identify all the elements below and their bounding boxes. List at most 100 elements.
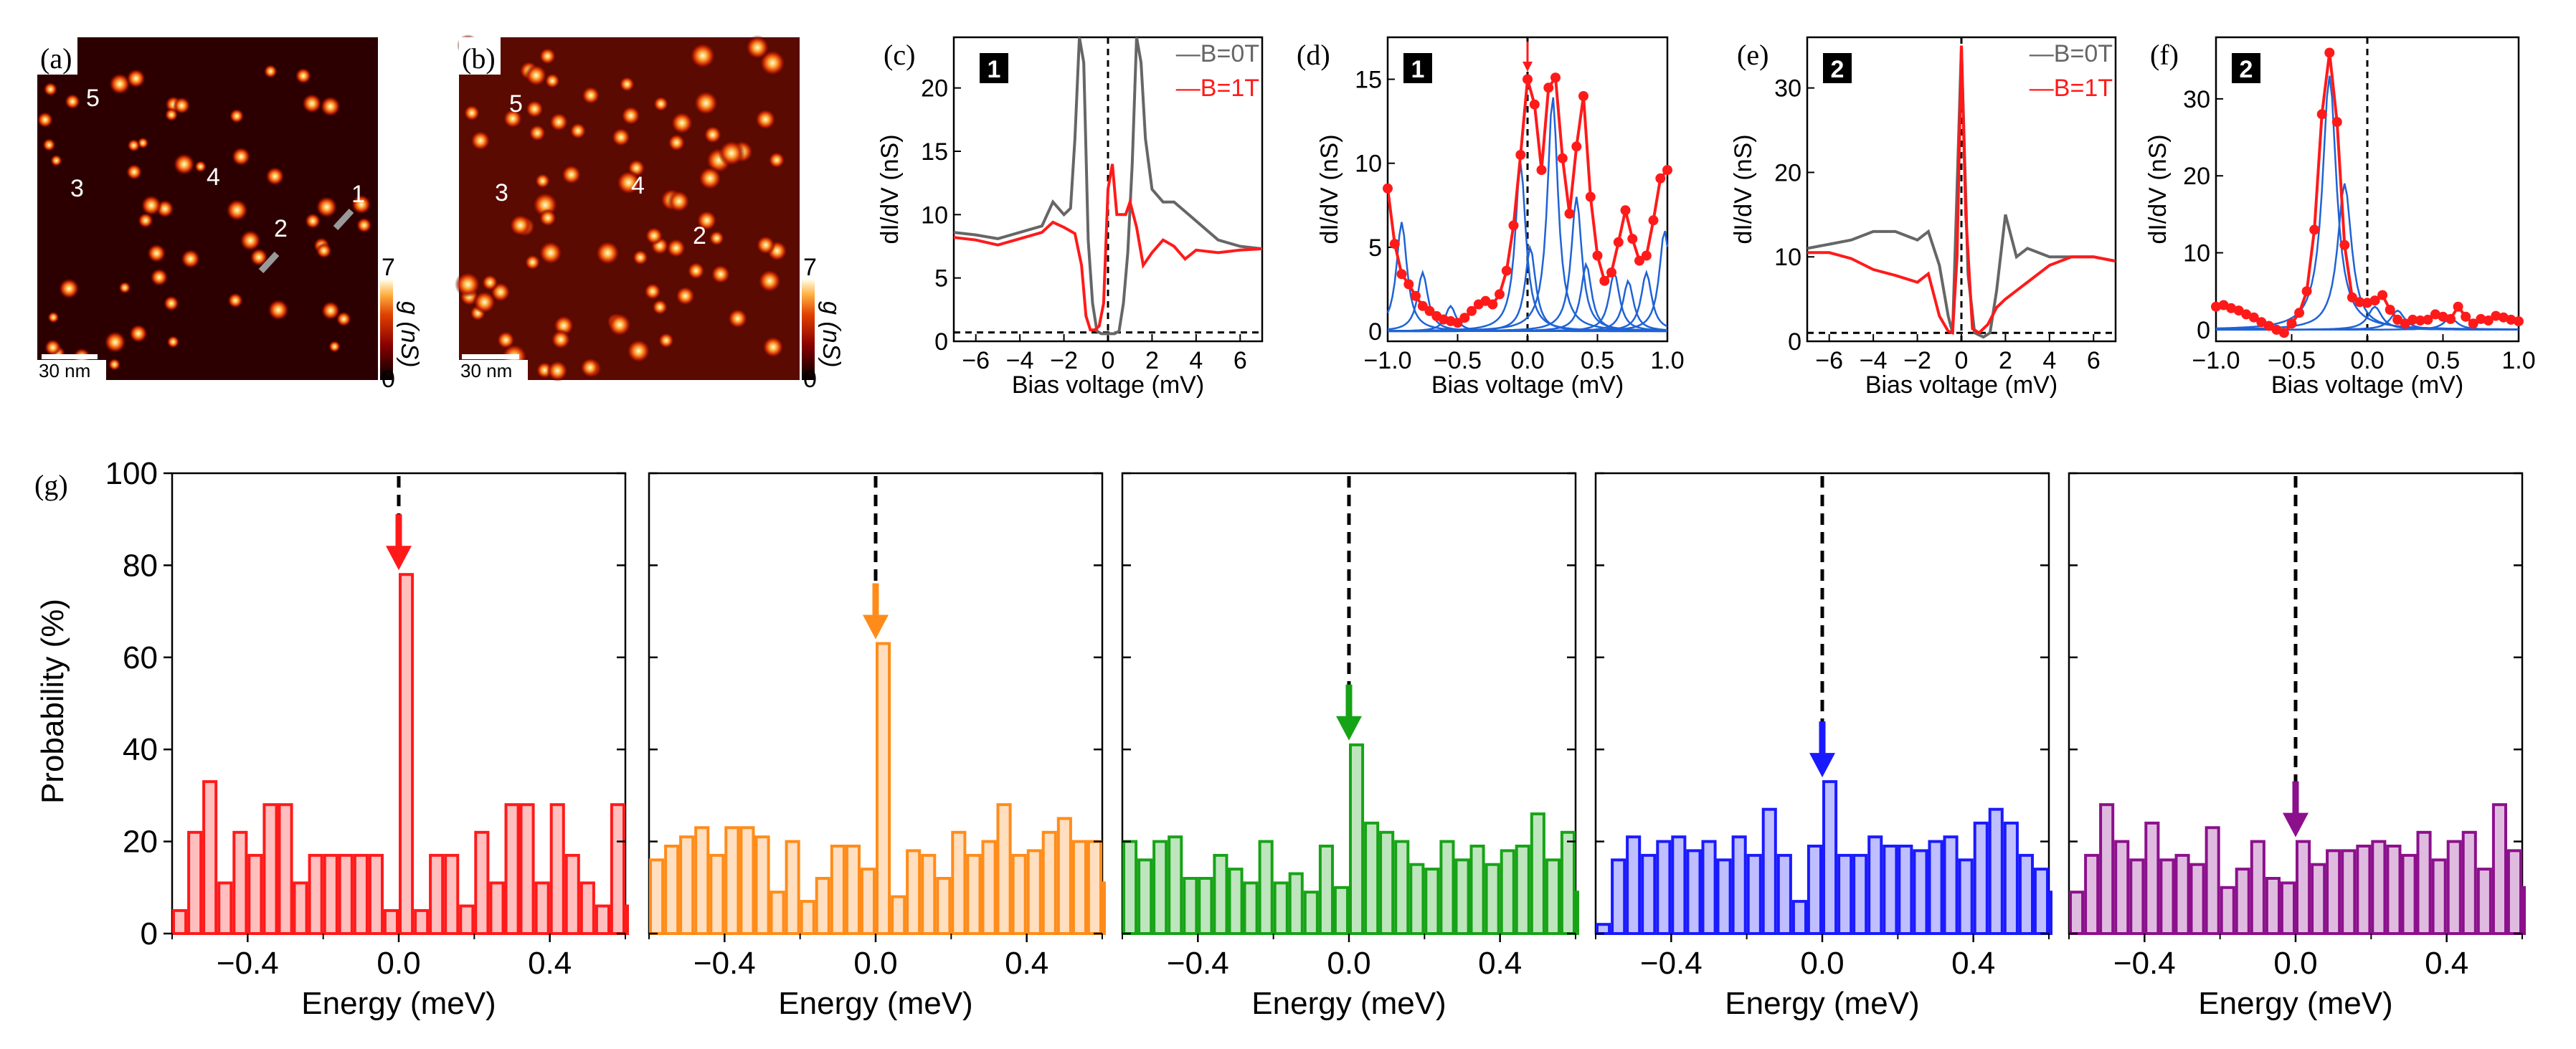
data-point — [2309, 224, 2320, 235]
map-spot — [316, 196, 338, 219]
hist-bar — [2189, 863, 2205, 935]
x-tick-label: 0.0 — [377, 946, 420, 981]
hist-bar — [1837, 853, 1853, 936]
hist-bar — [579, 881, 595, 936]
x-tick-label: 1.0 — [2501, 347, 2535, 374]
hist-bar — [2371, 840, 2387, 935]
hist-bar — [1071, 840, 1088, 935]
x-tick-label: −4 — [1006, 347, 1034, 374]
hist-bar — [664, 845, 680, 935]
map-spot — [745, 34, 770, 60]
hist-bar — [1883, 845, 1898, 935]
hist-bar — [1576, 891, 1579, 935]
map-b-scalebar — [462, 354, 519, 359]
y-tick-label: 10 — [1355, 151, 1382, 178]
hist-bar — [1318, 845, 1335, 935]
hist-bar — [2265, 877, 2281, 935]
series-b0t-line — [954, 37, 1262, 336]
hist-bar — [1867, 835, 1883, 935]
map-a-site-5: 5 — [86, 85, 100, 112]
hist-bar — [262, 803, 278, 935]
map-spot — [689, 42, 716, 70]
data-point — [1411, 290, 1421, 301]
x-tick-label: −0.5 — [2268, 347, 2316, 374]
x-tick-label: 0.5 — [1581, 347, 1614, 374]
map-spot — [754, 108, 777, 130]
hist-bar — [2280, 881, 2296, 936]
hist-bar — [2084, 853, 2100, 936]
series-b1t-line — [1807, 45, 2116, 336]
y-tick-label: 10 — [921, 201, 948, 229]
hist-bar — [429, 853, 445, 936]
hist-bar — [2356, 845, 2372, 935]
y-tick-label: 20 — [123, 825, 158, 860]
map-spot — [150, 267, 169, 287]
x-axis-label: Energy (meV) — [778, 986, 972, 1021]
data-point — [1403, 279, 1414, 290]
data-point — [2294, 308, 2305, 318]
y-tick-label: 80 — [123, 548, 158, 583]
x-tick-label: −6 — [1815, 347, 1843, 374]
hist-bar — [815, 877, 830, 935]
hist-bar — [2401, 853, 2417, 936]
panel-d: (d) −1.0 −0.5 0.0 0.5 1.0 0 5 10 15 Bias voltage … — [1297, 36, 1685, 399]
hist-bar — [921, 853, 937, 936]
map-spot — [301, 93, 323, 114]
map-spot — [455, 271, 481, 298]
hist-bar — [2003, 821, 2019, 936]
hist-bar — [860, 868, 876, 935]
data-point — [2278, 328, 2289, 338]
data-point — [1592, 250, 1603, 261]
hist-bar — [323, 853, 338, 936]
y-axis-label: dI/dV (nS) — [1316, 134, 1343, 244]
legend-b1: —B=1T — [2030, 75, 2113, 102]
hist-bar — [1973, 821, 1989, 936]
data-point — [2316, 109, 2327, 120]
data-point — [1417, 300, 1428, 311]
hist-bar — [906, 849, 922, 936]
hist-bar — [1913, 849, 1928, 936]
map-a-cbar-max: 7 — [382, 254, 395, 281]
data-point — [1487, 299, 1498, 310]
hist-bar — [1152, 840, 1168, 935]
hist-bar — [1852, 853, 1868, 936]
x-tick-label: −0.4 — [2113, 946, 2176, 981]
hist-bar — [1243, 881, 1259, 936]
panel-e: (e) −6 −4 −2 0 2 4 6 0 10 20 30 Bias voltage (mV) dI… — [1730, 36, 2117, 399]
hist-bar — [2386, 845, 2402, 935]
hist-bar — [625, 904, 629, 935]
data-point — [1578, 91, 1588, 101]
x-tick-label: −0.4 — [1167, 946, 1229, 981]
x-tick-label: 0 — [1955, 347, 1969, 374]
hist-bar — [2018, 853, 2034, 936]
map-spot — [607, 312, 632, 337]
map-b-colorbar — [802, 280, 815, 380]
map-spot — [166, 335, 180, 348]
peak-arrow-head — [1523, 62, 1533, 72]
data-point — [1613, 237, 1624, 247]
x-axis-label: Energy (meV) — [301, 986, 496, 1021]
map-spot — [250, 247, 268, 267]
map-spot — [653, 95, 669, 113]
data-point — [2233, 305, 2244, 316]
data-point — [1571, 141, 1582, 152]
data-point — [1606, 267, 1616, 277]
data-point — [1523, 74, 1533, 85]
hist-bar — [2129, 858, 2145, 936]
hist-bar — [172, 908, 188, 936]
map-spot — [534, 173, 551, 189]
map-spot — [703, 125, 722, 144]
map-spot — [611, 127, 631, 148]
map-spot — [696, 209, 718, 232]
map-b-spots — [455, 34, 788, 382]
hist-bar — [489, 881, 505, 936]
map-spot — [561, 164, 582, 185]
y-tick-label: 15 — [1355, 67, 1382, 94]
map-b-site-5: 5 — [509, 90, 523, 118]
map-spot — [524, 64, 548, 87]
map-spot — [227, 292, 244, 309]
x-axis-label: Bias voltage (mV) — [1431, 371, 1624, 399]
map-spot — [595, 240, 620, 266]
hist-bar — [724, 826, 740, 936]
hist-bar — [1137, 858, 1153, 936]
